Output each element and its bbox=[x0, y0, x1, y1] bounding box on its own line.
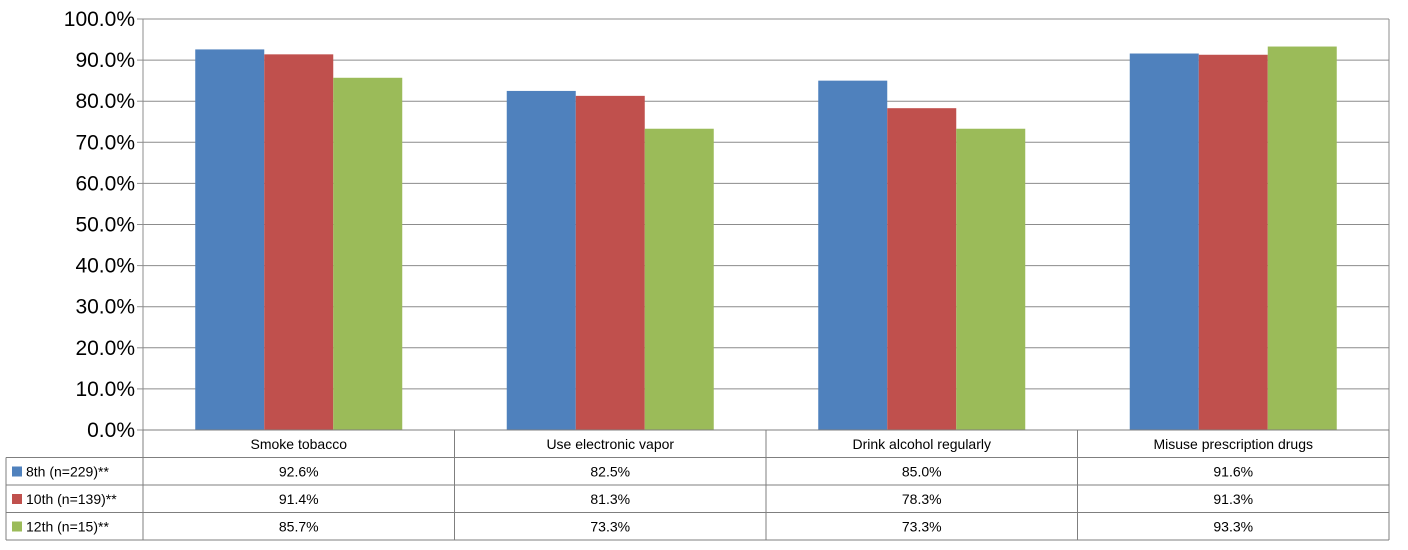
legend-key bbox=[12, 494, 22, 504]
y-tick-label: 90.0% bbox=[75, 49, 135, 72]
bar bbox=[818, 81, 887, 430]
data-label: 85.0% bbox=[902, 464, 942, 480]
legend-key bbox=[12, 522, 22, 532]
data-label: 91.6% bbox=[1213, 464, 1253, 480]
y-tick-label: 20.0% bbox=[75, 337, 135, 360]
legend-label: 10th (n=139)** bbox=[26, 491, 117, 507]
y-tick-label: 70.0% bbox=[75, 131, 135, 154]
data-table: Smoke tobacco Use electronic vapor Drink a… bbox=[6, 430, 1389, 540]
category-label: Misuse prescription drugs bbox=[1153, 436, 1313, 452]
bar bbox=[1268, 47, 1337, 430]
data-label: 78.3% bbox=[902, 491, 942, 507]
y-tick-label: 0.0% bbox=[87, 419, 135, 442]
bar bbox=[507, 91, 576, 430]
legend-label: 12th (n=15)** bbox=[26, 519, 109, 535]
y-tick-label: 30.0% bbox=[75, 296, 135, 319]
y-tick-label: 80.0% bbox=[75, 90, 135, 113]
y-tick-label: 40.0% bbox=[75, 255, 135, 278]
category-label: Drink alcohol regularly bbox=[852, 436, 991, 452]
bar bbox=[264, 54, 333, 430]
category-label: Use electronic vapor bbox=[546, 436, 674, 452]
y-tick-label: 50.0% bbox=[75, 214, 135, 237]
bar bbox=[887, 108, 956, 430]
data-label: 81.3% bbox=[590, 491, 630, 507]
category-label: Smoke tobacco bbox=[251, 436, 348, 452]
bar bbox=[956, 129, 1025, 430]
legend-key bbox=[12, 467, 22, 477]
data-label: 73.3% bbox=[590, 519, 630, 535]
data-label: 73.3% bbox=[902, 519, 942, 535]
bars bbox=[195, 47, 1337, 430]
bar bbox=[333, 78, 402, 430]
y-tick-label: 10.0% bbox=[75, 378, 135, 401]
data-label: 91.4% bbox=[279, 491, 319, 507]
bar bbox=[195, 49, 264, 430]
bar bbox=[576, 96, 645, 430]
bar bbox=[1130, 54, 1199, 430]
bar bbox=[1199, 55, 1268, 430]
data-label: 91.3% bbox=[1213, 491, 1253, 507]
data-label: 82.5% bbox=[590, 464, 630, 480]
bar bbox=[645, 129, 714, 430]
data-label: 92.6% bbox=[279, 464, 319, 480]
legend-label: 8th (n=229)** bbox=[26, 464, 109, 480]
y-tick-label: 100.0% bbox=[64, 8, 135, 31]
y-tick-label: 60.0% bbox=[75, 172, 135, 195]
data-label: 93.3% bbox=[1213, 519, 1253, 535]
data-label: 85.7% bbox=[279, 519, 319, 535]
